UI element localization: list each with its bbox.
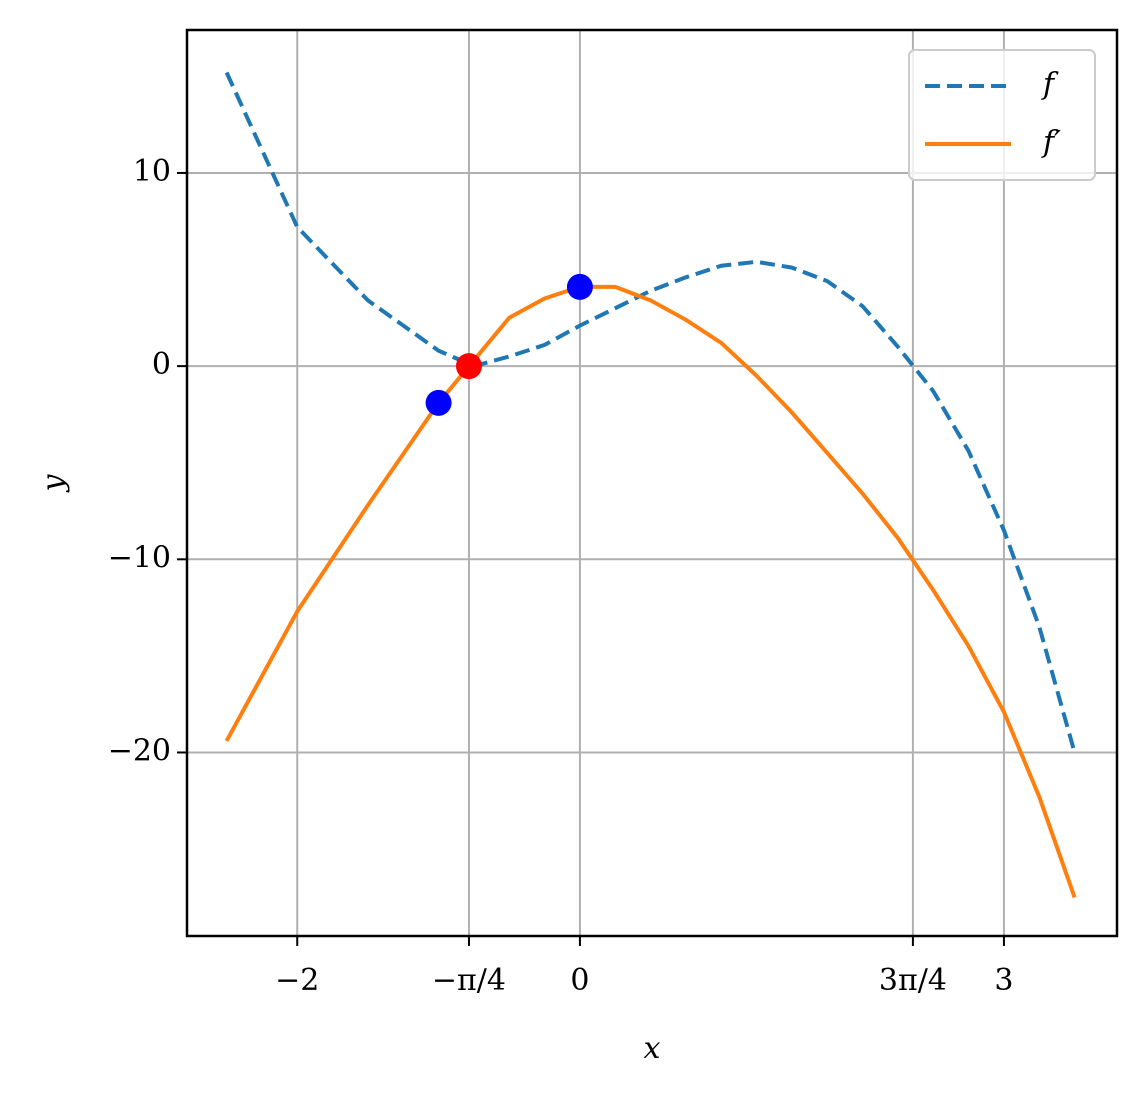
y-tick-label: 10 xyxy=(133,154,171,189)
series-line xyxy=(224,284,1077,899)
x-tick-label: −π/4 xyxy=(432,963,506,998)
point-marker xyxy=(455,353,482,380)
x-tick-label: 3π/4 xyxy=(879,963,947,998)
y-tick-label: 0 xyxy=(152,347,171,382)
x-tick-label: −2 xyxy=(275,963,319,998)
y-tick-label: −10 xyxy=(108,540,171,575)
series-line xyxy=(224,71,1077,754)
x-tick-label: 0 xyxy=(570,963,589,998)
legend-box xyxy=(908,49,1096,181)
legend: ff′ xyxy=(908,49,1096,181)
x-axis-label: x xyxy=(644,1031,661,1066)
legend-label: f′ xyxy=(1041,125,1061,160)
x-tick-label: 3 xyxy=(994,963,1013,998)
y-tick-label: −20 xyxy=(108,733,171,768)
point-marker xyxy=(425,389,452,416)
y-axis-label: y xyxy=(36,473,71,493)
point-marker xyxy=(566,273,593,300)
plot-frame xyxy=(185,28,1119,938)
